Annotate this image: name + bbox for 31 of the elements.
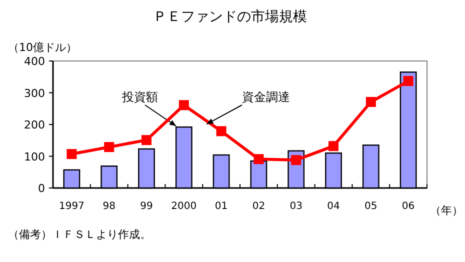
x-tick-label: 03 <box>290 201 302 212</box>
x-axis-title: （年） <box>430 204 463 217</box>
x-tick-label: 2000 <box>171 201 197 212</box>
y-axis-title: （10億ドル） <box>8 41 77 54</box>
point <box>403 76 414 86</box>
x-tick-label: 05 <box>364 201 378 212</box>
y-tick-label: 100 <box>24 150 45 164</box>
x-tick-label: 01 <box>214 201 228 212</box>
x-tick-label: 98 <box>102 201 116 212</box>
point <box>366 96 376 107</box>
x-tick-label: 99 <box>140 201 153 212</box>
x-tick-label: 04 <box>327 201 340 212</box>
y-tick-label: 300 <box>24 86 45 100</box>
x-tick-label: 02 <box>252 201 266 212</box>
point <box>328 141 338 152</box>
point <box>104 142 114 152</box>
point <box>178 100 189 110</box>
x-tick-label: 06 <box>402 201 415 212</box>
point <box>66 149 77 160</box>
x-tick-label: 1997 <box>58 201 84 212</box>
point <box>216 126 226 136</box>
y-tick-label: 400 <box>24 55 45 68</box>
point <box>254 154 264 164</box>
point <box>291 155 302 166</box>
text: （備考）ＩＦＳＬより作成。 <box>8 228 151 241</box>
y-tick-label: 0 <box>38 182 45 195</box>
point <box>142 135 152 146</box>
chart-title: ＰＥファンドの市場規模 <box>153 9 307 25</box>
text: 資金調達 <box>242 90 290 104</box>
y-tick-label: 200 <box>24 118 45 132</box>
text: 投資額 <box>121 90 158 104</box>
